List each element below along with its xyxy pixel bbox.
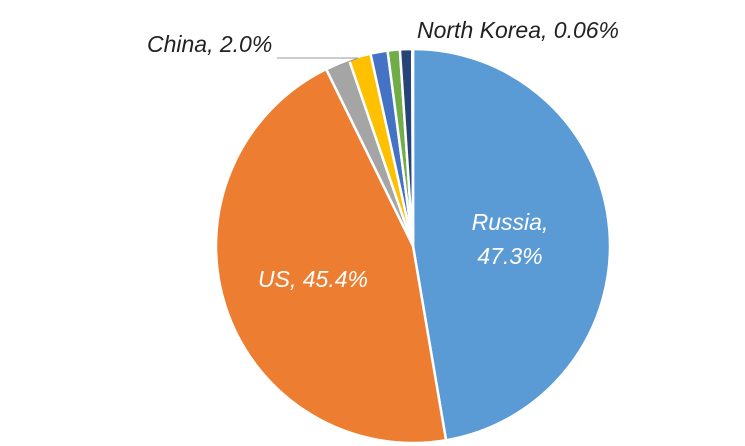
data-label: Russia, 47.3%: [471, 209, 549, 269]
pie-slice: [214, 67, 448, 445]
pie-slice: [411, 47, 612, 442]
data-label: China, 2.0%: [147, 31, 273, 57]
pie-slice: [411, 47, 415, 247]
leader-line: [277, 57, 359, 67]
data-label: North Korea, 0.06%: [417, 17, 620, 43]
data-label: US, 45.4%: [258, 266, 368, 292]
